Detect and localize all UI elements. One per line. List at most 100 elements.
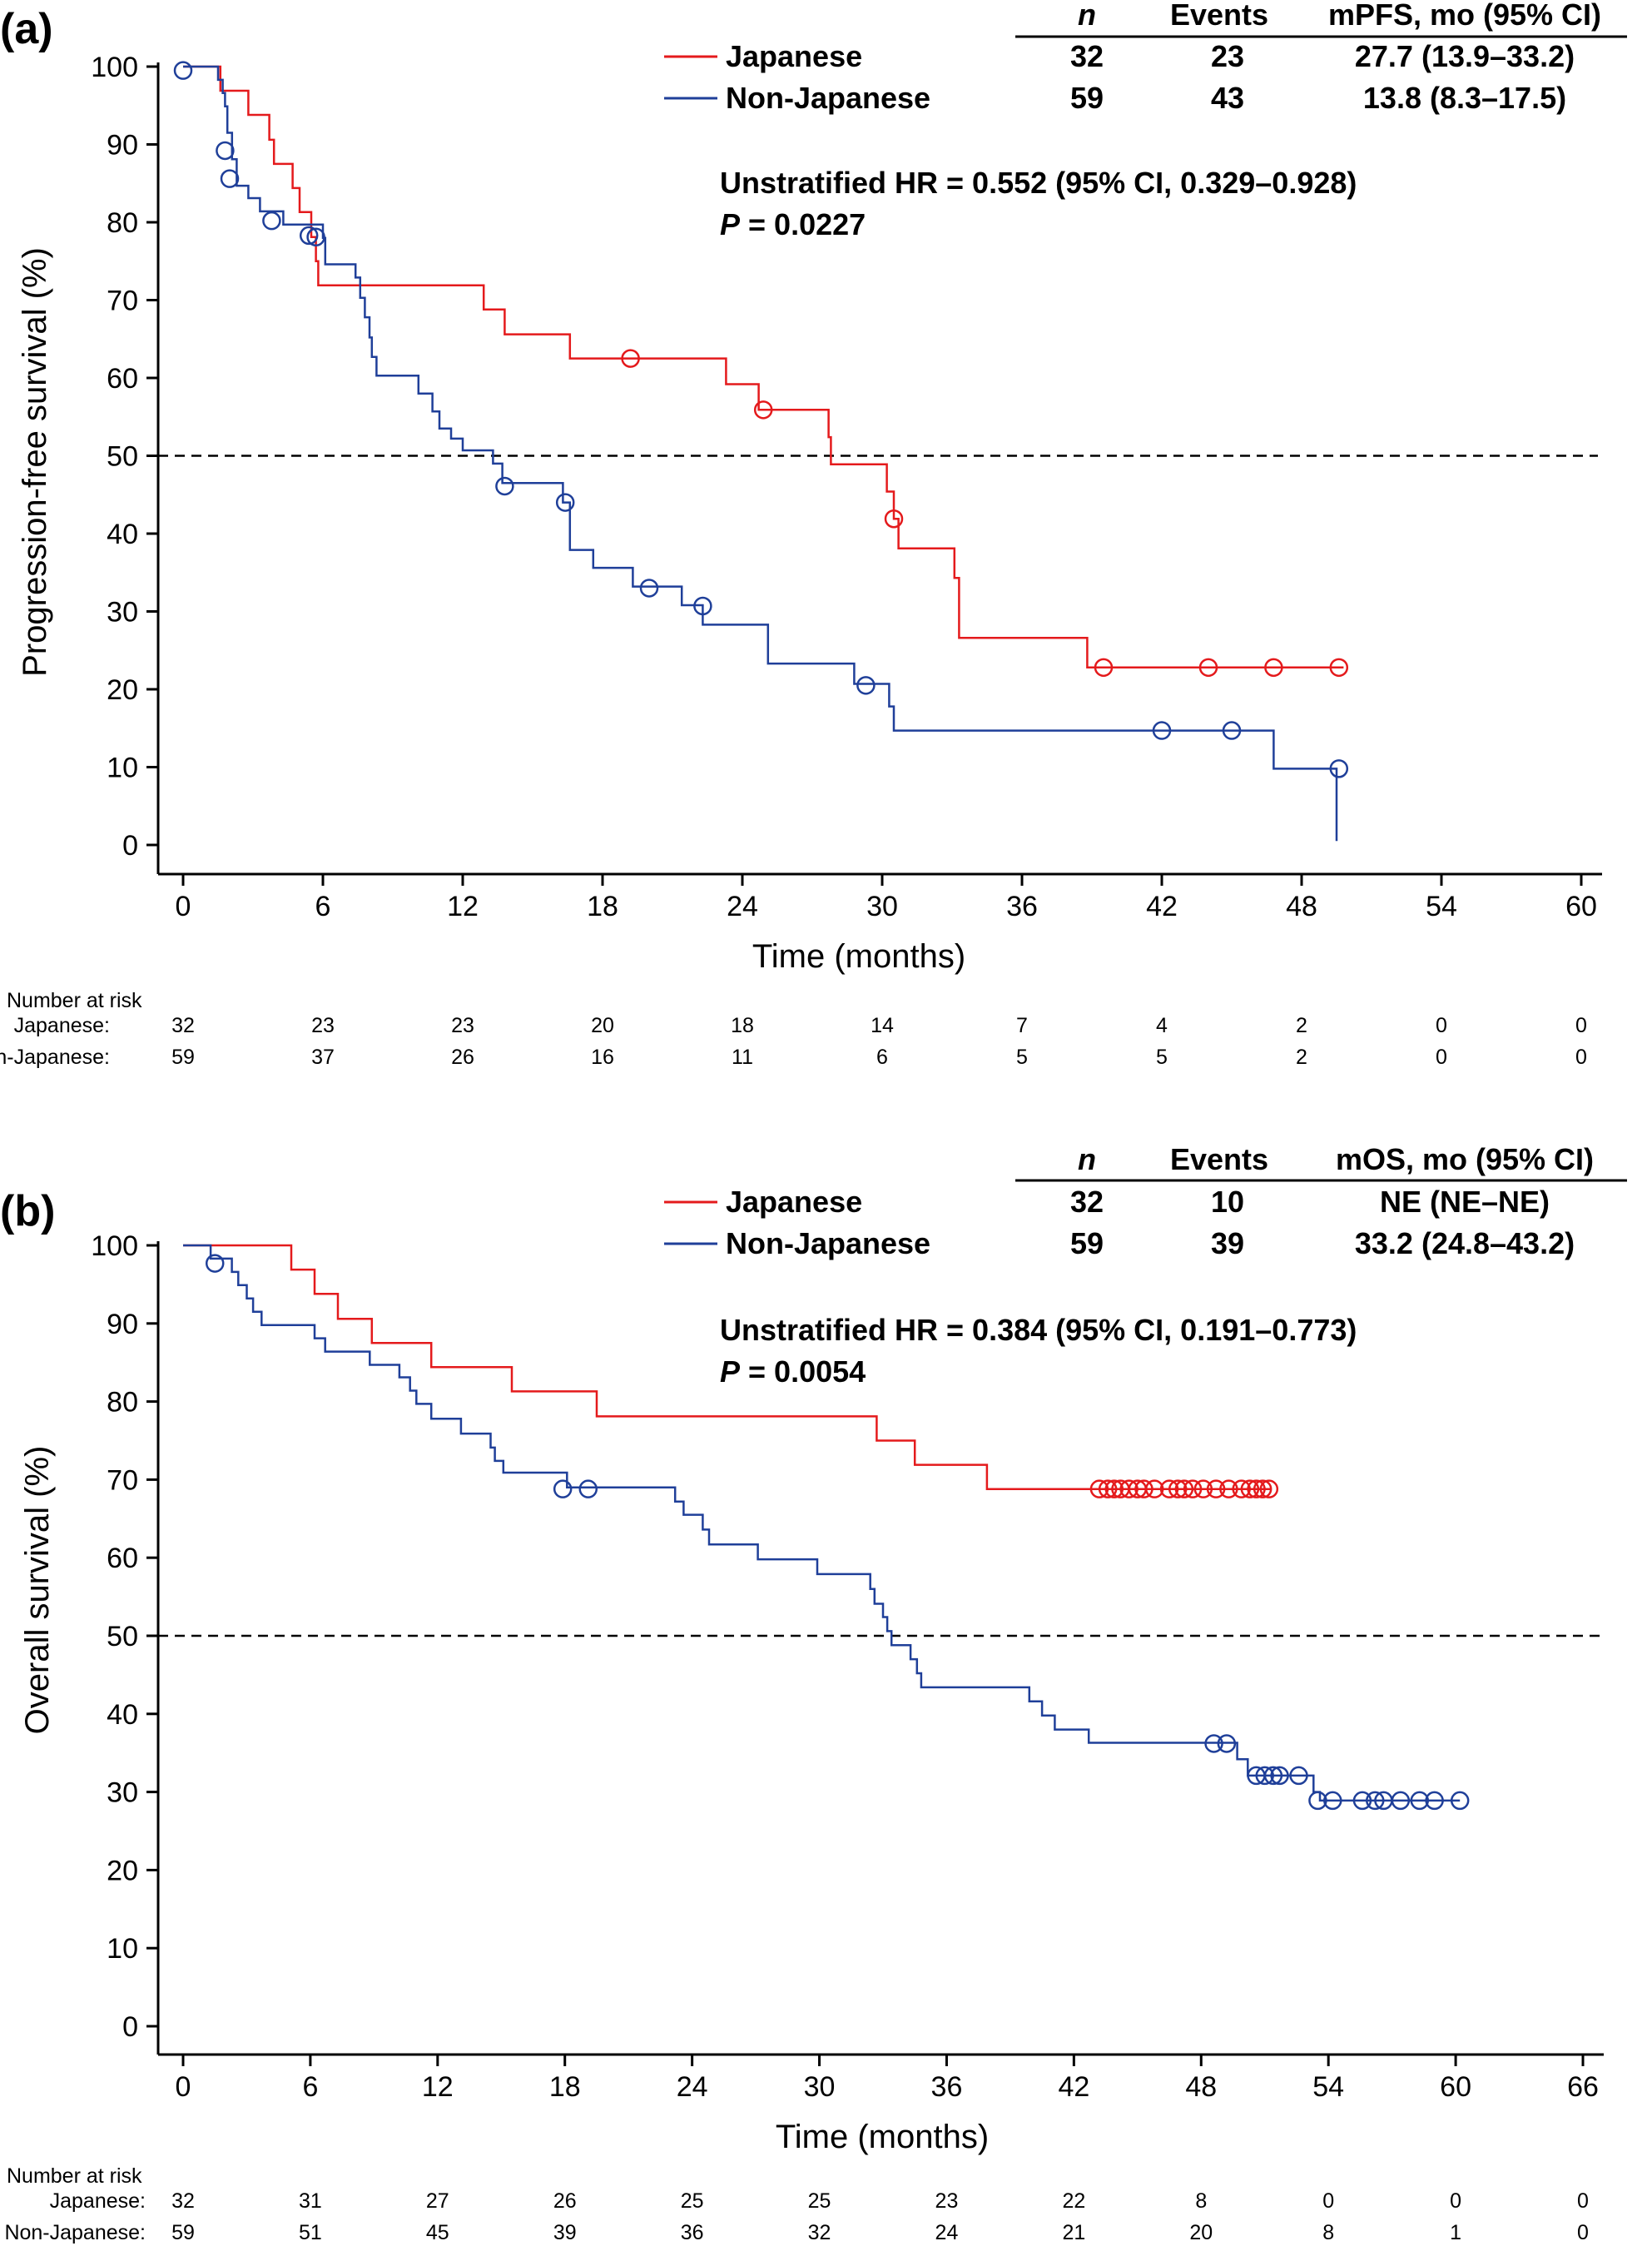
panel-a-pfs: (a) n Events mPFS, mo (95% CI) Japanese … xyxy=(0,0,1627,1069)
risk-value: 5 xyxy=(1156,1046,1168,1069)
censor-mark-japanese xyxy=(1174,1479,1194,1498)
risk-value: 0 xyxy=(1436,1046,1447,1069)
km-curve-japanese xyxy=(183,1244,1272,1490)
censor-mark-non-japanese xyxy=(693,596,712,616)
censor-mark-japanese xyxy=(1094,658,1114,678)
y-tick-label: 50 xyxy=(107,1621,138,1652)
nonjapanese-median-b: 33.2 (24.8–43.2) xyxy=(1355,1226,1575,1260)
censor-mark-non-japanese xyxy=(639,579,659,598)
censor-mark-japanese xyxy=(1159,1479,1179,1498)
risk-value: 2 xyxy=(1296,1014,1307,1037)
risk-value: 2 xyxy=(1296,1046,1307,1069)
y-tick-label: 20 xyxy=(107,674,138,706)
risk-value: 25 xyxy=(808,2189,831,2213)
censor-mark-non-japanese xyxy=(216,141,235,161)
panel-a-risk-table: Number at risk Japanese: 32 23 23 20 18 14 7 4 2 0… xyxy=(0,989,1587,1069)
p-value-a: P = 0.0227 xyxy=(720,207,866,241)
panel-b-label: (b) xyxy=(0,1187,55,1235)
x-tick-label: 54 xyxy=(1426,891,1457,922)
censor-mark-japanese xyxy=(1168,1479,1188,1498)
risk-value: 27 xyxy=(426,2189,449,2213)
y-tick-label: 0 xyxy=(122,830,138,862)
risk-value: 51 xyxy=(299,2221,322,2244)
x-tick-label: 24 xyxy=(677,2071,708,2103)
censor-mark-japanese xyxy=(1198,658,1218,678)
risk-value: 16 xyxy=(591,1046,614,1069)
y-tick-label: 30 xyxy=(107,1777,138,1809)
y-axis-title-b: Overall survival (%) xyxy=(19,1446,56,1735)
censor-mark-non-japanese xyxy=(1204,1734,1223,1753)
censor-mark-non-japanese xyxy=(553,1479,573,1498)
header-n-b: n xyxy=(1078,1142,1096,1176)
risk-row-label: Non-Japanese: xyxy=(4,2221,146,2244)
censor-mark-non-japanese xyxy=(1410,1791,1430,1811)
y-tick-label: 60 xyxy=(107,363,138,395)
censor-mark-non-japanese xyxy=(1255,1766,1274,1786)
censor-mark-japanese xyxy=(1247,1479,1266,1498)
x-tick-label: 66 xyxy=(1567,2071,1599,2103)
censor-mark-japanese xyxy=(1329,658,1349,678)
km-curve-japanese xyxy=(183,65,1344,669)
x-tick-label: 30 xyxy=(866,891,898,922)
risk-value: 0 xyxy=(1575,1046,1587,1069)
risk-value: 31 xyxy=(299,2189,322,2213)
risk-value: 39 xyxy=(553,2221,577,2244)
x-tick-label: 6 xyxy=(302,2071,318,2103)
risk-value: 32 xyxy=(171,1014,195,1037)
legend-nonjapanese-b: Non-Japanese xyxy=(726,1226,930,1260)
risk-value: 4 xyxy=(1156,1014,1168,1037)
x-tick-label: 24 xyxy=(727,891,758,922)
header-n-a: n xyxy=(1078,0,1096,32)
risk-value: 23 xyxy=(451,1014,474,1037)
km-curve-non-japanese xyxy=(183,1244,1461,1802)
y-tick-label: 60 xyxy=(107,1543,138,1574)
risk-row-label: Japanese: xyxy=(14,1014,110,1037)
risk-value: 0 xyxy=(1450,2189,1461,2213)
risk-value: 7 xyxy=(1016,1014,1028,1037)
censor-mark-japanese xyxy=(1206,1479,1226,1498)
nonjapanese-n-a: 59 xyxy=(1070,81,1104,115)
panel-b-axes: 0 10 20 30 40 50 60 70 80 90 100 0 6 12 18 24 30 36 42 48 54… xyxy=(91,1230,1604,2103)
risk-value: 32 xyxy=(808,2221,831,2244)
km-curve-non-japanese xyxy=(183,65,1338,842)
risk-value: 26 xyxy=(553,2189,577,2213)
panel-a-label: (a) xyxy=(0,5,53,53)
x-tick-label: 18 xyxy=(549,2071,581,2103)
censor-mark-japanese xyxy=(1183,1479,1203,1498)
censor-mark-non-japanese xyxy=(1425,1791,1444,1811)
y-tick-label: 80 xyxy=(107,207,138,239)
censor-mark-non-japanese xyxy=(555,493,575,512)
censor-mark-japanese xyxy=(884,509,904,529)
x-tick-label: 36 xyxy=(1006,891,1038,922)
censor-mark-japanese xyxy=(1134,1479,1153,1498)
x-tick-label: 0 xyxy=(176,891,191,922)
y-tick-label: 40 xyxy=(107,1699,138,1731)
p-value-b: P = 0.0054 xyxy=(720,1354,866,1389)
censor-mark-non-japanese xyxy=(262,211,281,231)
risk-row-label: Japanese: xyxy=(50,2189,146,2213)
censor-mark-non-japanese xyxy=(1329,759,1349,778)
risk-value: 26 xyxy=(451,1046,474,1069)
censor-mark-non-japanese xyxy=(856,676,876,695)
x-tick-label: 60 xyxy=(1440,2071,1471,2103)
header-median-b: mOS, mo (95% CI) xyxy=(1336,1142,1594,1176)
censor-mark-japanese xyxy=(1264,658,1283,678)
y-tick-label: 90 xyxy=(107,1309,138,1340)
censor-mark-non-japanese xyxy=(306,227,325,247)
censor-mark-non-japanese xyxy=(495,476,514,496)
x-tick-label: 42 xyxy=(1146,891,1178,922)
censor-mark-non-japanese xyxy=(1270,1766,1289,1786)
risk-value: 22 xyxy=(1062,2189,1085,2213)
censor-mark-japanese xyxy=(1259,1479,1279,1498)
risk-row-label: Non-Japanese: xyxy=(0,1046,110,1069)
y-tick-label: 100 xyxy=(91,52,138,83)
y-tick-label: 70 xyxy=(107,286,138,317)
japanese-median-b: NE (NE–NE) xyxy=(1380,1185,1550,1219)
y-tick-label: 80 xyxy=(107,1387,138,1419)
risk-value: 0 xyxy=(1577,2189,1589,2213)
x-tick-label: 30 xyxy=(804,2071,836,2103)
censor-mark-non-japanese xyxy=(1323,1791,1342,1811)
japanese-events-b: 10 xyxy=(1211,1185,1244,1219)
censor-mark-japanese xyxy=(1232,1479,1251,1498)
censor-mark-japanese xyxy=(1119,1479,1139,1498)
